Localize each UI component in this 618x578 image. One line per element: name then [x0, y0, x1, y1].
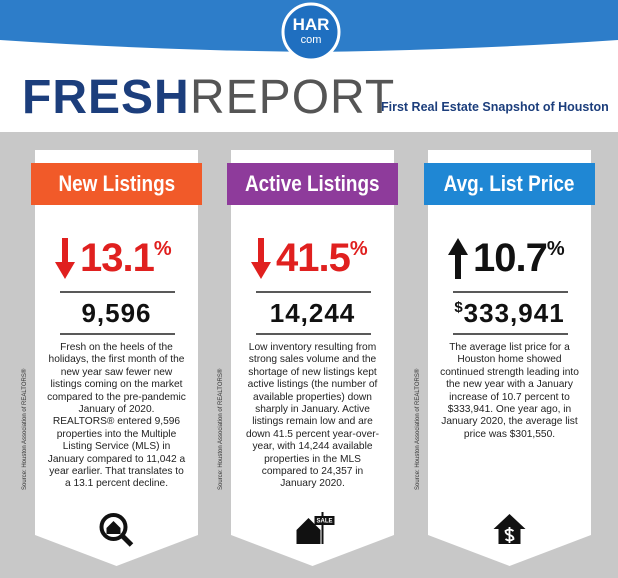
- figure-value: 14,244: [269, 298, 356, 328]
- card-title-text: New Listings: [58, 171, 175, 196]
- logo-bottom: com: [300, 34, 322, 46]
- card: [35, 150, 198, 566]
- title-bold: FRESH: [22, 71, 190, 124]
- title-light: REPORT: [190, 71, 396, 124]
- card: [428, 150, 591, 566]
- change-value: 41.5: [276, 236, 351, 280]
- icon-lens: [99, 513, 128, 541]
- card-title: New Listings: [31, 164, 202, 204]
- source: Source: Houston Association of REALTORS®: [415, 368, 421, 490]
- figure-currency: $: [454, 299, 464, 316]
- figure-value: 9,596: [81, 298, 152, 328]
- arrow-down: [55, 238, 75, 279]
- sign-text: SALE: [316, 519, 332, 525]
- figure: 9,596: [35, 298, 198, 329]
- arrow-down: [251, 238, 271, 279]
- change-value: 10.7: [473, 236, 548, 280]
- icon-house: [106, 521, 121, 534]
- figure: $333,941: [428, 298, 591, 329]
- cards-layer: SALE: [31, 150, 595, 566]
- arrow-up: [448, 238, 468, 279]
- card-title: Avg. List Price: [424, 164, 595, 204]
- change-value: 13.1: [80, 236, 155, 280]
- description: The average list price for a Houston hom…: [440, 342, 579, 440]
- card-title-text: Avg. List Price: [444, 171, 575, 196]
- icon-dollar: [504, 527, 515, 543]
- description: Low inventory resulting from strong sale…: [245, 342, 380, 490]
- source: Source: Houston Association of REALTORS®: [22, 368, 28, 490]
- logo-top: HAR: [292, 15, 330, 34]
- logo-circle: [281, 2, 341, 62]
- figure: 14,244: [231, 298, 394, 329]
- card-header: [227, 163, 398, 205]
- change: 41.5%: [276, 236, 368, 281]
- subtitle: First Real Estate Snapshot of Houston: [381, 100, 609, 114]
- change-unit: %: [153, 238, 172, 260]
- source: Source: Houston Association of REALTORS®: [218, 368, 224, 490]
- icon-handle: [120, 534, 134, 547]
- card-title: Active Listings: [227, 164, 398, 204]
- change-unit: %: [349, 238, 368, 260]
- change: 13.1%: [80, 236, 172, 281]
- figure-value: 333,941: [463, 298, 565, 328]
- card: [231, 150, 394, 566]
- icon-sign: [314, 516, 335, 525]
- card-header: [424, 163, 595, 205]
- change-unit: %: [546, 238, 565, 260]
- card-title-text: Active Listings: [245, 171, 380, 196]
- change: 10.7%: [473, 236, 565, 281]
- card-header: [31, 163, 202, 205]
- description: Fresh on the heels of the holidays, the …: [47, 342, 186, 490]
